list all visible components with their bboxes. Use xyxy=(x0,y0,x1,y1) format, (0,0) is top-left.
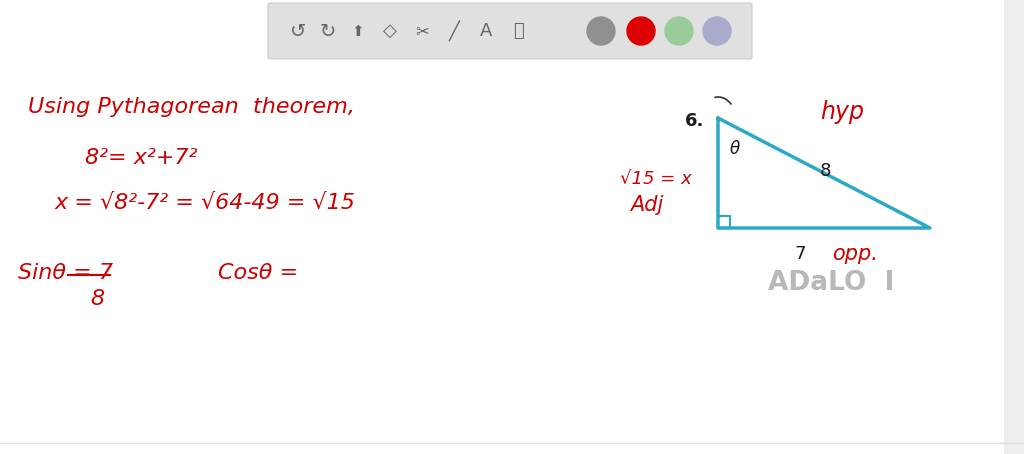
Text: ◇: ◇ xyxy=(383,22,397,40)
Text: ADaLO  I: ADaLO I xyxy=(768,270,894,296)
Text: ✂: ✂ xyxy=(415,22,429,40)
Text: 8: 8 xyxy=(90,289,104,309)
Text: Cosθ =: Cosθ = xyxy=(218,263,298,283)
Text: ↺: ↺ xyxy=(290,21,306,40)
Text: 6.: 6. xyxy=(685,112,705,130)
Text: Sinθ = 7: Sinθ = 7 xyxy=(18,263,113,283)
Text: Using Pythagorean  theorem,: Using Pythagorean theorem, xyxy=(28,97,355,117)
Text: 8: 8 xyxy=(820,162,831,180)
Text: ╱: ╱ xyxy=(449,20,460,41)
Text: opp.: opp. xyxy=(831,244,878,264)
FancyBboxPatch shape xyxy=(268,3,752,59)
Text: ⬆: ⬆ xyxy=(351,24,365,39)
Text: Adj: Adj xyxy=(630,195,664,215)
Text: ↻: ↻ xyxy=(319,21,336,40)
Bar xyxy=(1004,0,1024,454)
Text: √15 = x: √15 = x xyxy=(620,170,692,188)
Bar xyxy=(718,216,730,228)
Circle shape xyxy=(587,17,615,45)
Circle shape xyxy=(627,17,655,45)
Text: θ: θ xyxy=(730,140,740,158)
Text: hyp: hyp xyxy=(820,100,864,124)
Circle shape xyxy=(665,17,693,45)
Text: 8²= x²+7²: 8²= x²+7² xyxy=(85,148,198,168)
Text: A: A xyxy=(480,22,493,40)
Text: ⬜: ⬜ xyxy=(513,22,523,40)
Circle shape xyxy=(703,17,731,45)
Text: x = √8²-7² = √64-49 = √15: x = √8²-7² = √64-49 = √15 xyxy=(55,193,356,213)
Text: 7: 7 xyxy=(795,245,807,263)
